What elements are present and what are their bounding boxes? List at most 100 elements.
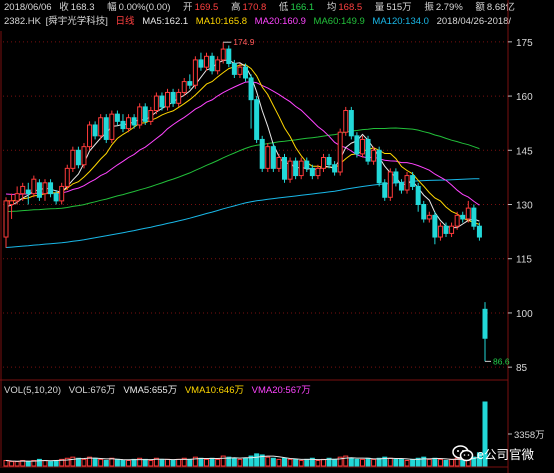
volume-bar	[254, 453, 260, 467]
candle-down	[75, 149, 81, 166]
volume-bar	[343, 455, 349, 467]
volume-bar	[359, 458, 365, 467]
price-axis: 175 160 145 130 115 100 85	[508, 38, 533, 374]
volume-bar	[87, 456, 93, 467]
candle-down	[142, 106, 148, 122]
candle-up	[437, 225, 443, 238]
ma120-legend: MA120:134.0	[372, 16, 429, 27]
date-range-label: 2018/04/26-2018/	[436, 16, 512, 27]
candle-down	[393, 171, 399, 184]
candle-down	[243, 66, 248, 79]
candle-up	[3, 200, 9, 238]
volume-bar	[181, 457, 187, 467]
candle-down	[159, 95, 165, 108]
candle-up	[153, 95, 159, 112]
volume-bar	[421, 456, 427, 467]
candle-up	[81, 146, 87, 166]
axis-tick-label: 145	[516, 146, 533, 157]
candle-up	[265, 146, 271, 169]
quote-amplitude: 振 2.79%	[424, 2, 463, 13]
volume-indicator-title[interactable]: VOL(5,10,20)	[4, 385, 62, 396]
candle-down	[25, 189, 31, 195]
volume-bar	[265, 456, 271, 467]
volume-bar	[298, 459, 304, 467]
candle-up	[426, 214, 432, 220]
candle-down	[281, 157, 287, 180]
quote-high: 高 170.8	[230, 2, 267, 13]
volume-bar	[398, 458, 404, 467]
candle-down	[248, 77, 254, 101]
candle-down	[443, 225, 449, 234]
volume-bar	[109, 457, 115, 467]
candle-up	[359, 138, 365, 155]
volume-bar	[326, 457, 332, 467]
volume-bar	[348, 457, 354, 467]
volume-bar	[187, 458, 193, 467]
candle-down	[293, 160, 299, 177]
candle-up	[20, 185, 26, 195]
candle-up	[14, 193, 20, 202]
volume-bar	[148, 459, 154, 467]
candle-down	[226, 48, 232, 65]
volume-bar	[126, 459, 132, 467]
stock-symbol[interactable]: 2382.HK	[4, 16, 41, 27]
volume-bar	[53, 459, 59, 467]
candle-up	[449, 225, 455, 234]
candle-down	[398, 182, 404, 191]
candlestick-series	[3, 42, 488, 362]
volume-bar	[170, 459, 176, 467]
volume-bar	[304, 458, 310, 467]
volume-bar	[243, 457, 248, 467]
candle-up	[320, 157, 326, 169]
volume-bar	[276, 458, 282, 467]
volume-bar	[309, 457, 315, 467]
candle-down	[410, 175, 416, 187]
candle-up	[287, 160, 293, 180]
volume-bar	[426, 458, 432, 467]
ma10-legend: MA10:165.8	[195, 16, 248, 27]
candle-down	[187, 81, 193, 86]
volume-bar	[103, 459, 109, 467]
stock-name: [舜宇光学科技]	[45, 16, 108, 27]
volume-bar	[354, 458, 360, 467]
vol-legend: VOL:676万	[68, 385, 116, 396]
volume-bar	[20, 459, 26, 467]
candle-down	[114, 113, 120, 122]
candle-up	[315, 167, 321, 177]
candle-down	[415, 185, 421, 205]
volume-bar	[476, 452, 482, 467]
candle-down	[131, 117, 137, 126]
volume-bar	[226, 456, 232, 467]
volume-bar	[332, 458, 338, 467]
volume-bar	[415, 457, 421, 467]
candle-up	[404, 175, 410, 191]
volume-bar	[25, 461, 31, 467]
volume-bar	[259, 454, 265, 467]
ma60-legend: MA60:149.9	[313, 16, 365, 27]
volume-bar	[98, 458, 104, 467]
volume-bar	[70, 456, 76, 467]
ma60-line	[5, 127, 480, 212]
candle-up	[126, 117, 132, 130]
axis-tick-label: 130	[516, 201, 533, 212]
candle-down	[365, 138, 371, 162]
candle-up	[148, 110, 154, 122]
candle-up	[465, 207, 471, 220]
candle-up	[387, 171, 393, 198]
ma20-line	[5, 81, 480, 206]
candle-up	[298, 160, 304, 177]
volume-bar	[393, 458, 399, 467]
candle-up	[64, 167, 70, 187]
volume-bar	[281, 457, 287, 467]
candle-down	[254, 99, 260, 140]
volume-bar	[482, 401, 488, 467]
candle-down	[209, 55, 215, 72]
candle-up	[237, 66, 243, 75]
period-label[interactable]: 日线	[115, 16, 135, 27]
candle-up	[276, 157, 282, 169]
candle-down	[460, 214, 466, 220]
quote-open: 开 169.5	[183, 2, 219, 13]
ma20-legend: MA20:160.9	[254, 16, 306, 27]
candle-down	[326, 157, 332, 166]
